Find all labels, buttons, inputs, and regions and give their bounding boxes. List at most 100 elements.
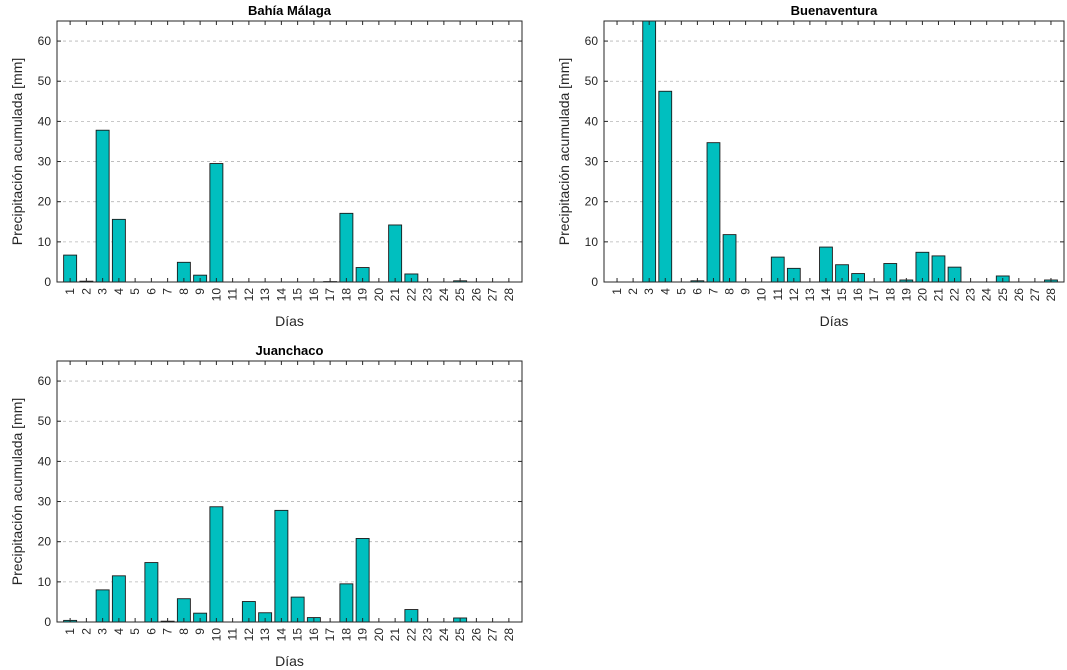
y-tick-label: 40 xyxy=(38,114,52,128)
x-tick-label: 9 xyxy=(739,288,753,295)
x-tick-label: 12 xyxy=(242,628,256,642)
x-tick-label: 1 xyxy=(63,628,77,635)
axes-box xyxy=(56,20,523,283)
x-tick-label: 8 xyxy=(177,288,191,295)
x-tick-label: 8 xyxy=(723,288,737,295)
y-axis-label: Precipitación acumulada [mm] xyxy=(9,398,25,586)
x-tick-label: 19 xyxy=(356,628,370,642)
x-tick-label: 17 xyxy=(323,288,337,302)
x-tick-label: 13 xyxy=(258,288,272,302)
x-tick-label: 7 xyxy=(161,628,175,635)
x-tick-label: 15 xyxy=(291,628,305,642)
x-tick-label: 9 xyxy=(193,288,207,295)
y-tick-label: 20 xyxy=(38,535,52,549)
bar-day-3 xyxy=(95,129,110,283)
x-tick-label: 11 xyxy=(771,288,785,301)
x-tick-label: 20 xyxy=(372,628,386,642)
x-tick-label: 27 xyxy=(486,628,500,642)
y-tick-label: 10 xyxy=(38,235,52,249)
x-tick-label: 18 xyxy=(883,288,897,302)
x-tick-label: 9 xyxy=(193,628,207,635)
x-tick-label: 14 xyxy=(819,288,833,302)
x-tick-label: 5 xyxy=(674,288,688,295)
x-tick-label: 24 xyxy=(980,288,994,302)
x-tick-label: 10 xyxy=(209,628,223,642)
y-tick-label: 40 xyxy=(585,114,599,128)
x-tick-label: 7 xyxy=(706,288,720,295)
axes-box xyxy=(56,360,523,623)
x-tick-label: 21 xyxy=(388,628,402,642)
x-tick-label: 12 xyxy=(787,288,801,302)
x-tick-label: 22 xyxy=(948,288,962,302)
bar-day-10 xyxy=(209,163,224,283)
x-axis-label: Días xyxy=(275,313,304,329)
x-tick-label: 18 xyxy=(339,288,353,302)
x-tick-label: 6 xyxy=(690,288,704,295)
y-tick-label: 0 xyxy=(591,275,598,289)
x-tick-label: 8 xyxy=(177,628,191,635)
x-tick-label: 11 xyxy=(226,628,240,641)
x-tick-label: 17 xyxy=(323,628,337,642)
x-tick-label: 19 xyxy=(356,288,370,302)
y-tick-label: 10 xyxy=(585,235,599,249)
y-tick-label: 30 xyxy=(585,155,599,169)
x-tick-label: 28 xyxy=(502,288,516,302)
x-tick-label: 20 xyxy=(372,288,386,302)
x-axis-label: Días xyxy=(820,313,849,329)
x-tick-label: 10 xyxy=(755,288,769,302)
y-tick-label: 50 xyxy=(585,74,599,88)
x-tick-label: 26 xyxy=(1012,288,1026,302)
x-tick-label: 24 xyxy=(437,288,451,302)
chart-title: Buenaventura xyxy=(791,3,878,18)
x-tick-label: 14 xyxy=(274,628,288,642)
x-tick-label: 16 xyxy=(307,288,321,302)
x-tick-label: 3 xyxy=(642,288,656,295)
bar-day-18 xyxy=(339,583,354,623)
x-tick-label: 5 xyxy=(128,288,142,295)
x-tick-label: 26 xyxy=(469,628,483,642)
x-tick-label: 11 xyxy=(226,288,240,301)
plot-area xyxy=(604,21,1064,282)
y-tick-label: 60 xyxy=(585,34,599,48)
x-tick-label: 19 xyxy=(899,288,913,302)
y-tick-label: 0 xyxy=(44,615,51,629)
bar-day-3 xyxy=(95,589,110,623)
bar-day-19 xyxy=(355,538,370,623)
x-tick-label: 15 xyxy=(835,288,849,302)
x-tick-label: 25 xyxy=(453,628,467,642)
x-tick-label: 23 xyxy=(964,288,978,302)
x-tick-label: 23 xyxy=(421,628,435,642)
x-tick-label: 6 xyxy=(144,288,158,295)
y-axis-label: Precipitación acumulada [mm] xyxy=(9,58,25,246)
plot-area xyxy=(57,361,522,622)
bar-day-6 xyxy=(144,562,159,623)
bar-day-1 xyxy=(63,254,78,283)
bar-day-14 xyxy=(819,246,833,283)
y-tick-label: 60 xyxy=(38,374,52,388)
x-tick-label: 22 xyxy=(404,628,418,642)
x-tick-label: 12 xyxy=(242,288,256,302)
y-axis-label: Precipitación acumulada [mm] xyxy=(556,58,572,246)
x-tick-label: 27 xyxy=(486,288,500,302)
x-tick-label: 15 xyxy=(291,288,305,302)
x-tick-label: 21 xyxy=(931,288,945,302)
x-tick-label: 28 xyxy=(502,628,516,642)
x-tick-label: 14 xyxy=(274,288,288,302)
x-tick-label: 27 xyxy=(1028,288,1042,302)
x-tick-label: 4 xyxy=(112,628,126,635)
x-tick-label: 20 xyxy=(915,288,929,302)
bar-day-8 xyxy=(722,234,737,283)
x-tick-label: 25 xyxy=(996,288,1010,302)
x-tick-label: 21 xyxy=(388,288,402,302)
x-tick-label: 2 xyxy=(626,288,640,295)
x-tick-label: 16 xyxy=(851,288,865,302)
x-tick-label: 26 xyxy=(469,288,483,302)
y-tick-label: 50 xyxy=(38,414,52,428)
bar-day-4 xyxy=(111,575,126,623)
x-tick-label: 4 xyxy=(658,288,672,295)
x-tick-label: 16 xyxy=(307,628,321,642)
